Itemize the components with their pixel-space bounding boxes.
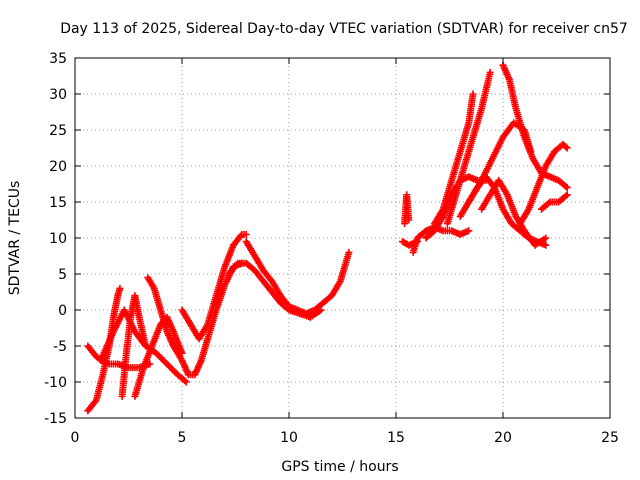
series-track-3 (97, 306, 190, 386)
data-point (181, 377, 189, 385)
data-point (542, 234, 550, 242)
series-track-4 (118, 292, 150, 400)
data-point (465, 227, 473, 235)
x-tick-label: 15 (387, 430, 405, 446)
y-tick-label: 30 (49, 87, 67, 103)
data-point (542, 241, 550, 249)
x-tick-label: 10 (280, 430, 298, 446)
data-point (563, 144, 571, 152)
x-tick-label: 25 (601, 430, 619, 446)
x-tick-label: 5 (178, 430, 187, 446)
x-axis-label: GPS time / hours (281, 459, 398, 475)
data-point (486, 68, 494, 76)
data-points (84, 61, 571, 415)
y-tick-label: 0 (58, 303, 67, 319)
data-point (142, 342, 150, 350)
data-point (469, 90, 477, 98)
y-tick-label: 35 (49, 51, 67, 67)
series-track-20 (499, 61, 571, 192)
data-point (182, 378, 190, 386)
series-track-12 (401, 191, 413, 228)
y-tick-label: 15 (49, 195, 67, 211)
x-tick-label: 0 (71, 430, 80, 446)
data-point (545, 199, 553, 207)
y-axis-label: SDTVAR / TECUs (7, 181, 23, 296)
series-track-22 (538, 191, 571, 213)
data-point (563, 184, 571, 192)
data-point (242, 230, 250, 238)
series-track-13 (409, 223, 473, 256)
y-tick-label: 10 (49, 231, 67, 247)
y-tick-label: -10 (44, 375, 67, 391)
x-tick-label: 20 (494, 430, 512, 446)
data-point (116, 284, 124, 292)
series-track-8 (178, 230, 250, 343)
y-tick-label: 20 (49, 159, 67, 175)
data-point (562, 182, 570, 190)
data-point (405, 216, 413, 224)
data-point (345, 248, 353, 256)
series-track-16 (443, 68, 494, 228)
data-point (562, 143, 570, 151)
series-track-10 (242, 238, 353, 318)
y-tick-label: 25 (49, 123, 67, 139)
axis-ticks: 0 5 10 15 20 25 -15 -10 -5 0 5 10 15 20 25 30 35 (44, 51, 619, 446)
y-tick-label: 5 (58, 267, 67, 283)
y-tick-label: -5 (53, 339, 67, 355)
series-track-19 (478, 176, 550, 249)
series-track-1 (84, 284, 124, 415)
chart-title: Day 113 of 2025, Sidereal Day-to-day VTE… (60, 21, 628, 37)
y-tick-label: -15 (44, 411, 67, 427)
data-point (563, 191, 571, 199)
series-track-21 (516, 140, 571, 228)
data-point (562, 192, 570, 200)
series-track-15 (431, 90, 477, 228)
